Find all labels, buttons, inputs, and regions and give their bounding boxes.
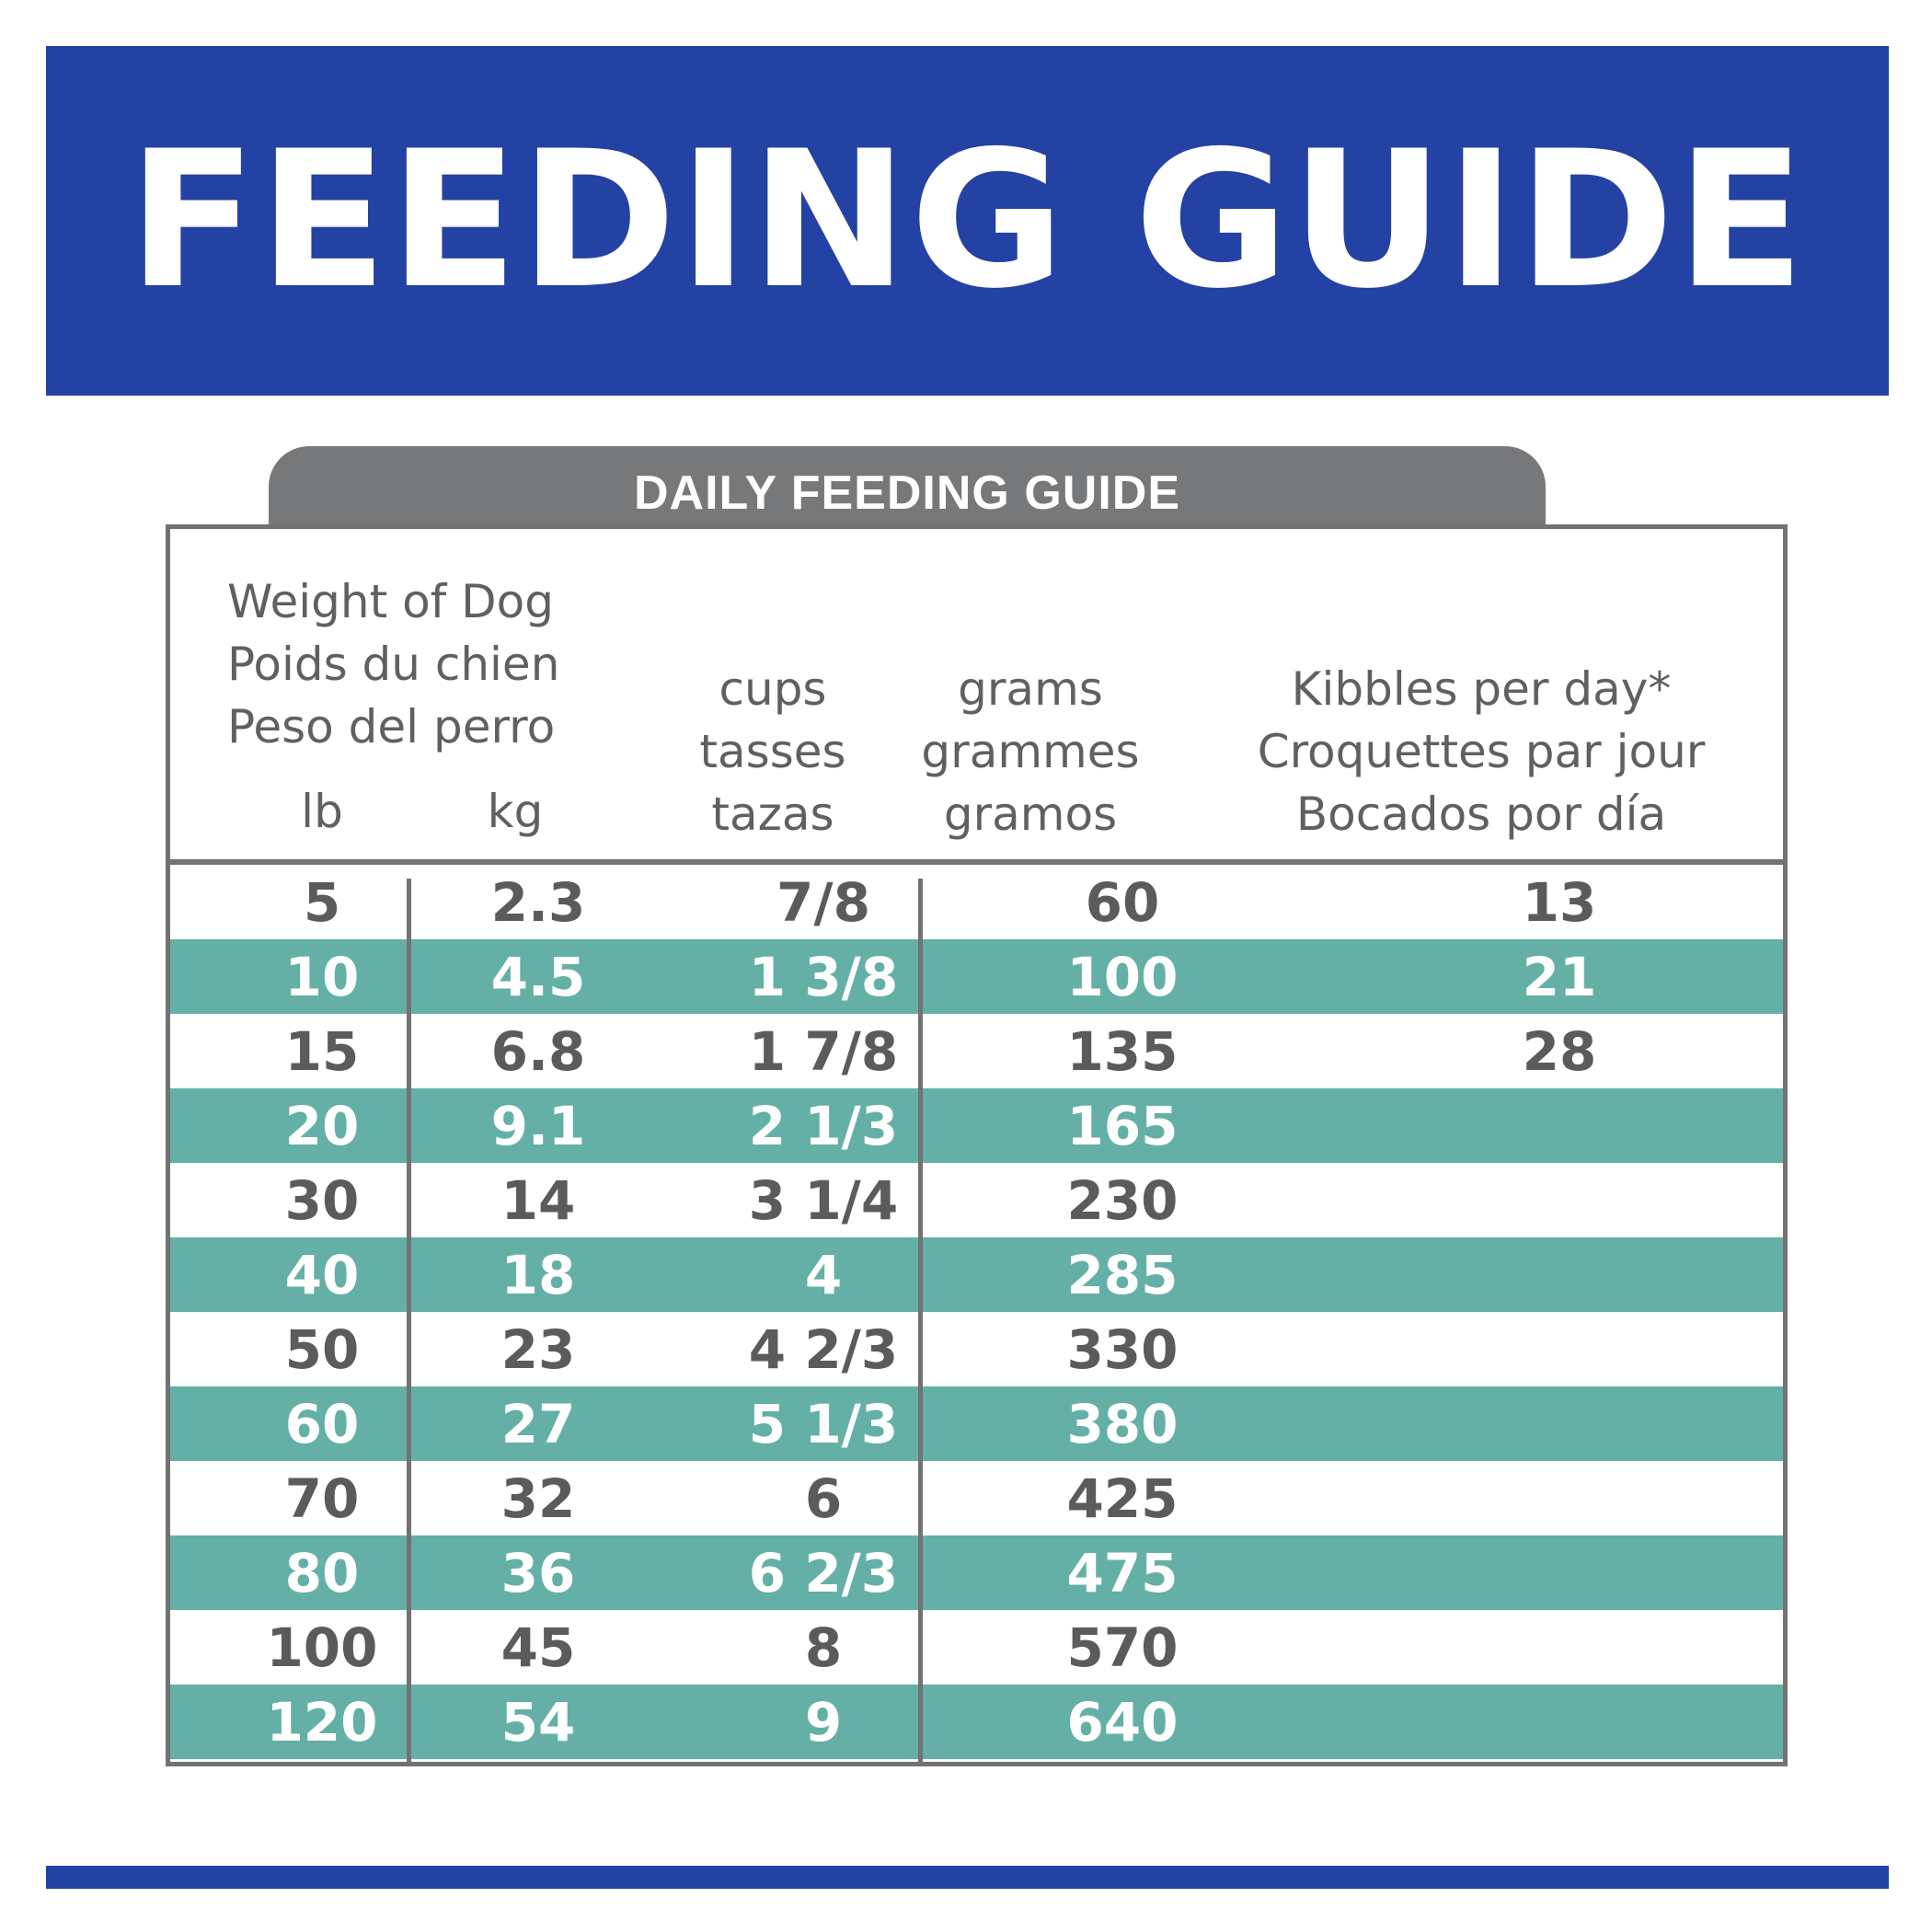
header-lb: lb <box>301 785 343 838</box>
cell-lb: 60 <box>284 1392 360 1455</box>
table-body: 5 2.3 7/8 60 13 10 4.5 1 3/8 100 21 15 6… <box>170 865 1783 1759</box>
cell-kibbles: 28 <box>1522 1019 1597 1083</box>
cell-kg: 4.5 <box>490 945 586 1008</box>
cell-grams: 380 <box>1066 1392 1179 1455</box>
table-row: 60 27 5 1/3 380 <box>170 1386 1783 1461</box>
header-weight-line: Peso del perro <box>227 700 556 753</box>
cell-kg: 23 <box>500 1317 576 1381</box>
table-row: 10 4.5 1 3/8 100 21 <box>170 939 1783 1014</box>
cell-grams: 425 <box>1066 1466 1179 1530</box>
cell-grams: 285 <box>1066 1243 1179 1306</box>
cell-kg: 27 <box>500 1392 576 1455</box>
cell-kibbles: 13 <box>1522 870 1597 934</box>
cell-lb: 50 <box>284 1317 360 1381</box>
header-cups-line: cups <box>719 662 827 716</box>
cell-kg: 32 <box>500 1466 576 1530</box>
header-grams-line: gramos <box>943 788 1118 841</box>
column-divider-lb-kg <box>407 879 411 1766</box>
header-kibbles: Kibbles per day* Croquettes par jour Boc… <box>1214 658 1748 845</box>
cell-cups: 7/8 <box>776 870 870 934</box>
header-cups-line: tasses <box>699 725 846 778</box>
cell-cups: 3 1/4 <box>748 1168 899 1232</box>
cell-kg: 54 <box>500 1690 576 1754</box>
table-row: 70 32 6 425 <box>170 1461 1783 1535</box>
cell-lb: 15 <box>284 1019 360 1083</box>
header-grams-line: grammes <box>921 725 1140 778</box>
header-grams-line: grams <box>958 662 1103 716</box>
cell-grams: 60 <box>1085 870 1160 934</box>
cell-kg: 2.3 <box>490 870 586 934</box>
cell-cups: 5 1/3 <box>748 1392 899 1455</box>
table-row: 5 2.3 7/8 60 13 <box>170 865 1783 939</box>
header-weight-line: Poids du chien <box>227 638 560 691</box>
cell-lb: 30 <box>284 1168 360 1232</box>
cell-lb: 70 <box>284 1466 360 1530</box>
cell-lb: 5 <box>303 870 341 934</box>
cell-kg: 18 <box>500 1243 576 1306</box>
cell-cups: 4 2/3 <box>748 1317 899 1381</box>
cell-lb: 100 <box>266 1616 378 1679</box>
table-row: 120 54 9 640 <box>170 1685 1783 1759</box>
table-header: Weight of Dog Poids du chien Peso del pe… <box>170 529 1783 865</box>
cell-grams: 475 <box>1066 1541 1179 1604</box>
header-grams: grams grammes gramos <box>897 658 1164 845</box>
cell-cups: 6 2/3 <box>748 1541 899 1604</box>
table-row: 20 9.1 2 1/3 165 <box>170 1088 1783 1163</box>
cell-lb: 10 <box>284 945 360 1008</box>
cell-lb: 80 <box>284 1541 360 1604</box>
cell-kg: 6.8 <box>490 1019 586 1083</box>
tab-label: DAILY FEEDING GUIDE <box>634 466 1180 520</box>
cell-cups: 2 1/3 <box>748 1094 899 1157</box>
cell-cups: 8 <box>804 1616 843 1679</box>
header-cups: cups tasses tazas <box>685 658 860 845</box>
cell-cups: 6 <box>804 1466 843 1530</box>
cell-lb: 40 <box>284 1243 360 1306</box>
cell-grams: 100 <box>1066 945 1179 1008</box>
cell-kg: 14 <box>500 1168 576 1232</box>
header-kibbles-line: Kibbles per day* <box>1291 662 1672 716</box>
cell-grams: 640 <box>1066 1690 1179 1754</box>
cell-cups: 9 <box>804 1690 843 1754</box>
cell-grams: 330 <box>1066 1317 1179 1381</box>
feeding-guide-banner: FEEDING GUIDE <box>46 46 1889 396</box>
banner-title: FEEDING GUIDE <box>128 110 1807 330</box>
feeding-table: Weight of Dog Poids du chien Peso del pe… <box>166 524 1788 1766</box>
header-kg: kg <box>487 785 544 838</box>
cell-grams: 570 <box>1066 1616 1179 1679</box>
cell-cups: 1 7/8 <box>748 1019 899 1083</box>
bottom-divider-bar <box>46 1866 1889 1889</box>
table-row: 50 23 4 2/3 330 <box>170 1312 1783 1386</box>
header-cups-line: tazas <box>711 788 834 841</box>
cell-cups: 4 <box>804 1243 843 1306</box>
cell-kg: 9.1 <box>490 1094 586 1157</box>
table-row: 15 6.8 1 7/8 135 28 <box>170 1014 1783 1088</box>
table-row: 40 18 4 285 <box>170 1237 1783 1312</box>
table-row: 100 45 8 570 <box>170 1610 1783 1685</box>
column-divider-cups-grams <box>918 879 923 1766</box>
header-kibbles-line: Croquettes par jour <box>1257 725 1706 778</box>
cell-grams: 135 <box>1066 1019 1179 1083</box>
table-row: 30 14 3 1/4 230 <box>170 1163 1783 1237</box>
header-kibbles-line: Bocados por día <box>1295 788 1667 841</box>
cell-cups: 1 3/8 <box>748 945 899 1008</box>
cell-kibbles: 21 <box>1522 945 1597 1008</box>
cell-grams: 230 <box>1066 1168 1179 1232</box>
cell-lb: 20 <box>284 1094 360 1157</box>
cell-lb: 120 <box>266 1690 378 1754</box>
header-weight-line: Weight of Dog <box>227 575 555 628</box>
table-row: 80 36 6 2/3 475 <box>170 1535 1783 1610</box>
daily-feeding-guide-tab: DAILY FEEDING GUIDE <box>269 446 1546 533</box>
header-weight: Weight of Dog Poids du chien Peso del pe… <box>170 570 614 758</box>
cell-kg: 36 <box>500 1541 576 1604</box>
cell-grams: 165 <box>1066 1094 1179 1157</box>
cell-kg: 45 <box>500 1616 576 1679</box>
